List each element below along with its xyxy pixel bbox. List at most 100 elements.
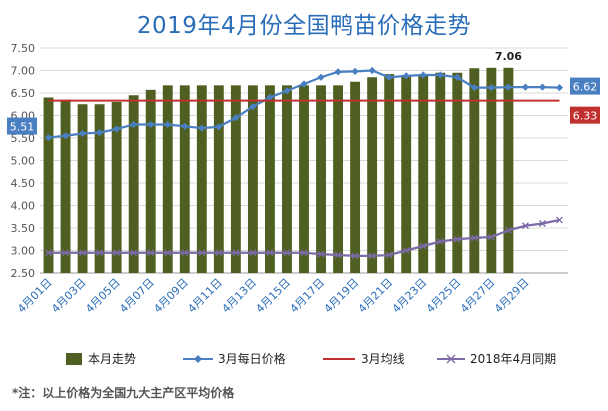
bar bbox=[452, 72, 463, 273]
bar bbox=[435, 72, 446, 273]
bar bbox=[384, 74, 395, 273]
line-point bbox=[300, 80, 308, 88]
bar bbox=[503, 67, 514, 273]
line-point bbox=[470, 234, 478, 242]
bar bbox=[316, 85, 326, 273]
line-point bbox=[368, 66, 376, 75]
line-point bbox=[44, 133, 53, 142]
line-point bbox=[249, 102, 257, 111]
line-point bbox=[419, 71, 427, 79]
legend-marker bbox=[194, 355, 202, 363]
line-point bbox=[113, 249, 121, 257]
line-point bbox=[402, 72, 410, 80]
line-point bbox=[521, 222, 529, 230]
legend-swatch-bar bbox=[66, 353, 82, 365]
line-point bbox=[130, 249, 138, 257]
line-point bbox=[113, 125, 121, 133]
chart-title: 2019年4月份全国鸭苗价格走势 bbox=[136, 13, 472, 39]
line-point bbox=[283, 249, 291, 257]
x-tick-label: 4月03日 bbox=[49, 276, 89, 316]
line-point bbox=[266, 93, 274, 102]
y-tick-label: 3.00 bbox=[11, 245, 36, 258]
y-tick-label: 2.50 bbox=[11, 267, 36, 280]
bar bbox=[77, 104, 88, 273]
data-label-avg-box bbox=[570, 106, 600, 124]
x-tick-label: 4月29日 bbox=[492, 276, 532, 316]
y-tick-label: 5.50 bbox=[11, 132, 36, 145]
line-point bbox=[62, 249, 70, 257]
line-point bbox=[266, 249, 274, 257]
x-tick-label: 4月27日 bbox=[458, 276, 498, 316]
legend-marker bbox=[446, 354, 456, 364]
line-point bbox=[198, 124, 206, 132]
line-point bbox=[504, 226, 512, 234]
bar bbox=[179, 85, 190, 273]
bar bbox=[247, 85, 258, 273]
line-point bbox=[436, 71, 444, 79]
x-tick-label: 4月01日 bbox=[15, 276, 55, 316]
line-point bbox=[419, 242, 427, 250]
line-point bbox=[79, 249, 87, 257]
x-tick-label: 4月23日 bbox=[390, 276, 430, 316]
bar bbox=[486, 67, 497, 273]
y-tick-label: 4.50 bbox=[11, 177, 36, 190]
line-point bbox=[334, 251, 342, 259]
line-point bbox=[147, 120, 155, 129]
line-point bbox=[385, 251, 393, 259]
line-point bbox=[164, 249, 172, 257]
legend-label: 本月走势 bbox=[88, 352, 136, 366]
bar bbox=[111, 102, 122, 273]
line-point bbox=[283, 87, 291, 95]
x-tick-label: 4月05日 bbox=[83, 276, 123, 316]
bar bbox=[299, 85, 309, 273]
bar bbox=[60, 99, 71, 273]
legend-label: 3月均线 bbox=[361, 352, 405, 366]
x-tick-label: 4月21日 bbox=[356, 276, 396, 316]
line-point bbox=[198, 249, 206, 257]
x-tick-label: 4月19日 bbox=[322, 276, 362, 316]
line-point bbox=[453, 73, 461, 81]
line-point bbox=[538, 220, 546, 227]
bar bbox=[282, 85, 292, 273]
bar bbox=[469, 68, 480, 273]
data-label-first-box bbox=[7, 117, 37, 135]
bar bbox=[128, 95, 139, 273]
line-point bbox=[556, 216, 563, 224]
footnote: *注：以上价格为全国九大主产区平均价格 bbox=[12, 386, 235, 400]
y-tick-label: 4.00 bbox=[11, 200, 36, 213]
bar bbox=[264, 85, 275, 273]
data-label-avg: 6.33 bbox=[573, 110, 598, 123]
line-point bbox=[61, 132, 70, 140]
bar bbox=[213, 85, 224, 273]
line-point bbox=[538, 83, 547, 91]
line-point bbox=[368, 252, 376, 260]
line-point bbox=[351, 252, 359, 260]
legend-label: 3月每日价格 bbox=[218, 351, 286, 366]
bar bbox=[43, 97, 54, 273]
line-point bbox=[78, 129, 87, 138]
line-point bbox=[351, 67, 359, 75]
bar bbox=[350, 81, 361, 273]
bar bbox=[94, 104, 105, 273]
line-point bbox=[300, 249, 308, 257]
line-point bbox=[555, 84, 564, 92]
bar bbox=[333, 85, 344, 273]
line-point bbox=[470, 84, 478, 92]
legend-label: 2018年4月同期 bbox=[470, 352, 556, 366]
line-point bbox=[521, 83, 530, 91]
line-point bbox=[164, 120, 172, 129]
line-point bbox=[147, 249, 155, 257]
x-tick-label: 4月15日 bbox=[253, 276, 293, 316]
line-point bbox=[334, 68, 342, 76]
bar bbox=[367, 77, 378, 273]
bar bbox=[230, 85, 241, 273]
bar bbox=[418, 74, 429, 273]
data-label-bar: 7.06 bbox=[495, 50, 522, 63]
bar bbox=[145, 89, 156, 273]
y-tick-label: 7.00 bbox=[11, 65, 36, 78]
x-tick-label: 4月17日 bbox=[288, 276, 328, 316]
data-label-first: 5.51 bbox=[10, 121, 35, 134]
line-point bbox=[232, 249, 240, 257]
line-point bbox=[453, 235, 461, 243]
